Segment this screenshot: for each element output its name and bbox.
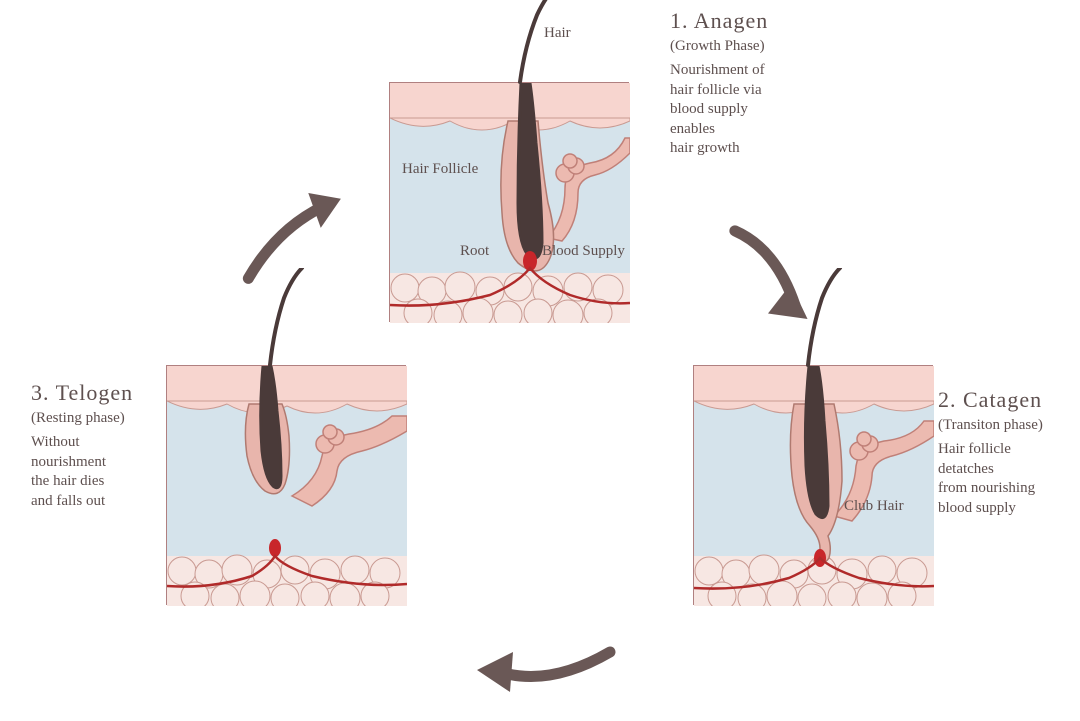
telogen-panel (166, 365, 406, 605)
arrow-telogen-to-anagen (225, 190, 365, 290)
anagen-text: 1. Anagen (Growth Phase) Nourishment of … (670, 8, 850, 159)
telogen-desc: Without nourishment the hair dies and fa… (31, 433, 171, 511)
anagen-panel: Hair Hair Follicle Root Blood Supply (389, 82, 629, 322)
catagen-subtitle: (Transiton phase) (938, 417, 1080, 434)
catagen-text: 2. Catagen (Transiton phase) Hair follic… (938, 387, 1080, 518)
label-root: Root (460, 243, 489, 260)
label-club: Club Hair (844, 498, 904, 515)
anagen-desc: Nourishment of hair follicle via blood s… (670, 61, 850, 159)
catagen-desc: Hair follicle detatches from nourishing … (938, 440, 1080, 518)
catagen-panel: Club Hair (693, 365, 933, 605)
label-follicle: Hair Follicle (402, 161, 478, 178)
anagen-hair-extension (505, 0, 565, 90)
telogen-subtitle: (Resting phase) (31, 410, 171, 427)
arrow-anagen-to-catagen (700, 225, 840, 335)
catagen-title: 2. Catagen (938, 387, 1080, 413)
anagen-title: 1. Anagen (670, 8, 850, 34)
telogen-text: 3. Telogen (Resting phase) Without nouri… (31, 380, 171, 511)
arrow-catagen-to-telogen (465, 632, 625, 712)
telogen-title: 3. Telogen (31, 380, 171, 406)
anagen-subtitle: (Growth Phase) (670, 38, 850, 55)
label-blood: Blood Supply (542, 243, 625, 260)
